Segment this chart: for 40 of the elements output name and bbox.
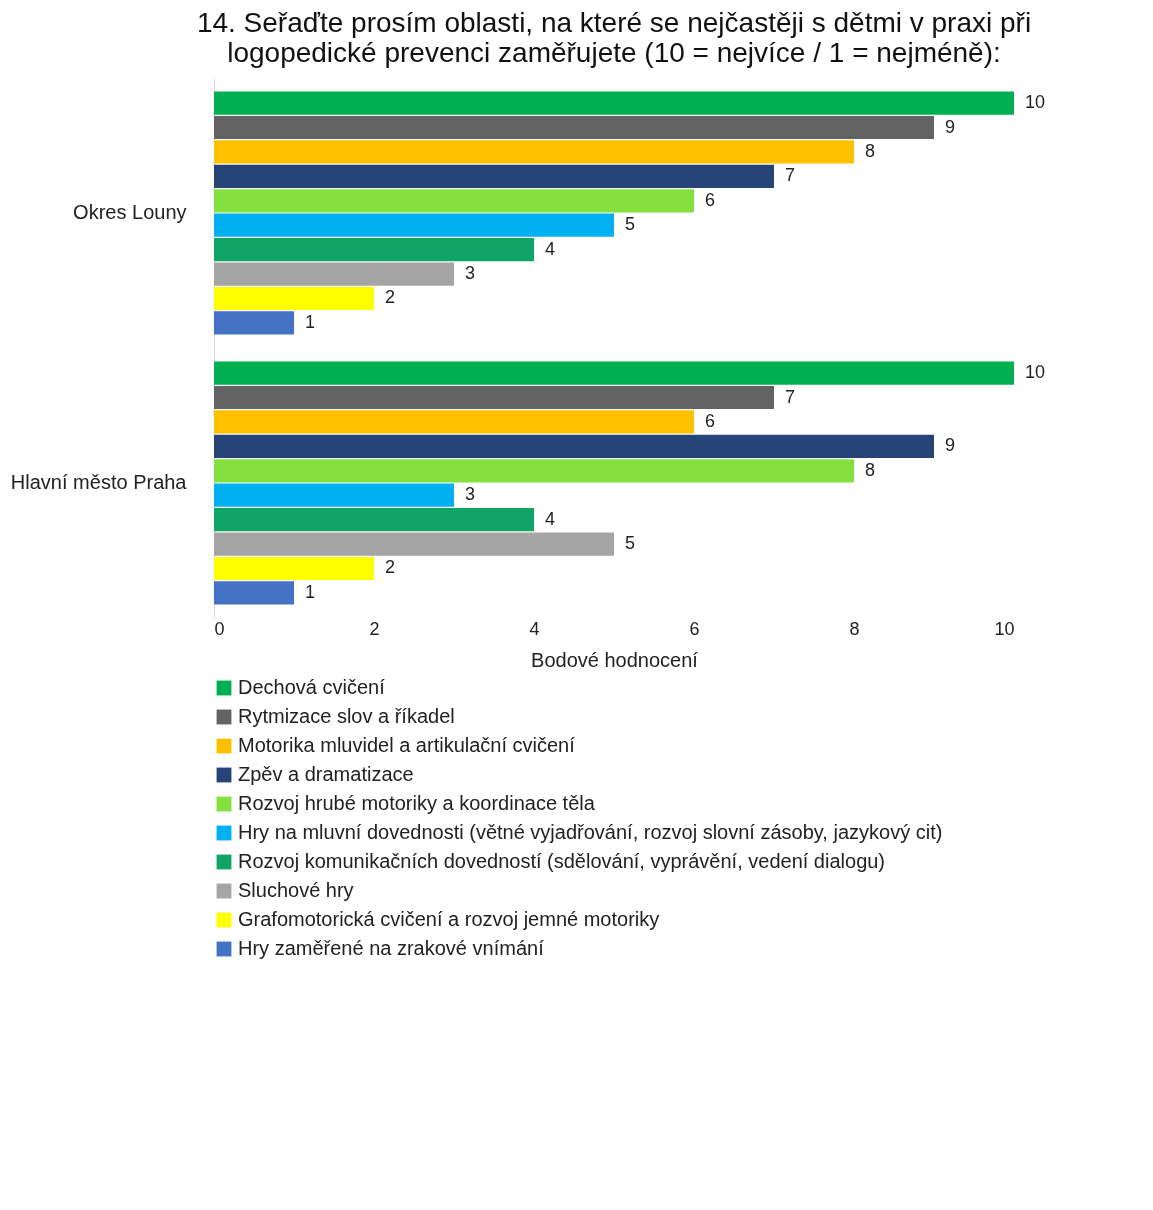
x-tick-label: 0 — [214, 618, 225, 639]
x-tick-label: 10 — [994, 618, 1015, 639]
data-label: 9 — [945, 116, 956, 137]
data-label: 1 — [305, 311, 316, 332]
legend-label: Motorika mluvidel a artikulační cvičení — [238, 734, 576, 756]
x-tick-label: 2 — [369, 618, 380, 639]
legend-label: Zpěv a dramatizace — [238, 763, 414, 785]
data-label: 7 — [785, 165, 796, 186]
legend-label: Rozvoj hrubé motoriky a koordinace těla — [238, 792, 596, 814]
data-label: 8 — [865, 140, 876, 161]
legend-label: Hry na mluvní dovednosti (větné vyjadřování, rozvoj slovní zásoby, jazykový cit) — [238, 821, 943, 843]
legend-label: Sluchové hry — [238, 879, 354, 901]
x-tick-label: 8 — [849, 618, 860, 639]
data-label: 5 — [625, 533, 636, 554]
x-axis-title: Bodové hodnocení — [531, 648, 699, 671]
y-tick-label: Hlavní město Praha — [10, 471, 188, 493]
data-label: 10 — [1025, 92, 1046, 113]
data-label: 2 — [385, 557, 396, 578]
x-tick-label: 4 — [529, 618, 540, 639]
legend-label: Rozvoj komunikačních dovedností (sdělování, vyprávění, vedení dialogu) — [238, 850, 886, 872]
data-label: 8 — [865, 459, 876, 480]
data-label: 6 — [705, 189, 716, 210]
data-label: 9 — [945, 435, 956, 456]
data-label: 10 — [1025, 362, 1046, 383]
data-label: 4 — [545, 238, 556, 259]
legend-label: Grafomotorická cvičení a rozvoj jemné motoriky — [238, 908, 660, 930]
x-tick-label: 6 — [689, 618, 700, 639]
data-label: 3 — [465, 484, 476, 505]
data-label: 6 — [705, 410, 716, 431]
data-label: 2 — [385, 287, 396, 308]
legend-label: Dechová cvičení — [238, 676, 386, 698]
data-label: 3 — [465, 263, 476, 284]
chart-title: 14. Seřaďte prosím oblasti, na které se nejčastěji s dětmi v praxi při logopedické prevenci zaměřujete (10 = nejvíce / 1 = nejméně): — [196, 7, 1032, 68]
legend-label: Rytmizace slov a říkadel — [238, 705, 455, 727]
legend-label: Hry zaměřené na zrakové vnímání — [238, 937, 545, 959]
data-label: 4 — [545, 508, 556, 529]
data-label: 1 — [305, 581, 316, 602]
y-tick-label: Okres Louny — [73, 201, 187, 223]
data-label: 5 — [625, 214, 636, 235]
data-label: 7 — [785, 386, 796, 407]
